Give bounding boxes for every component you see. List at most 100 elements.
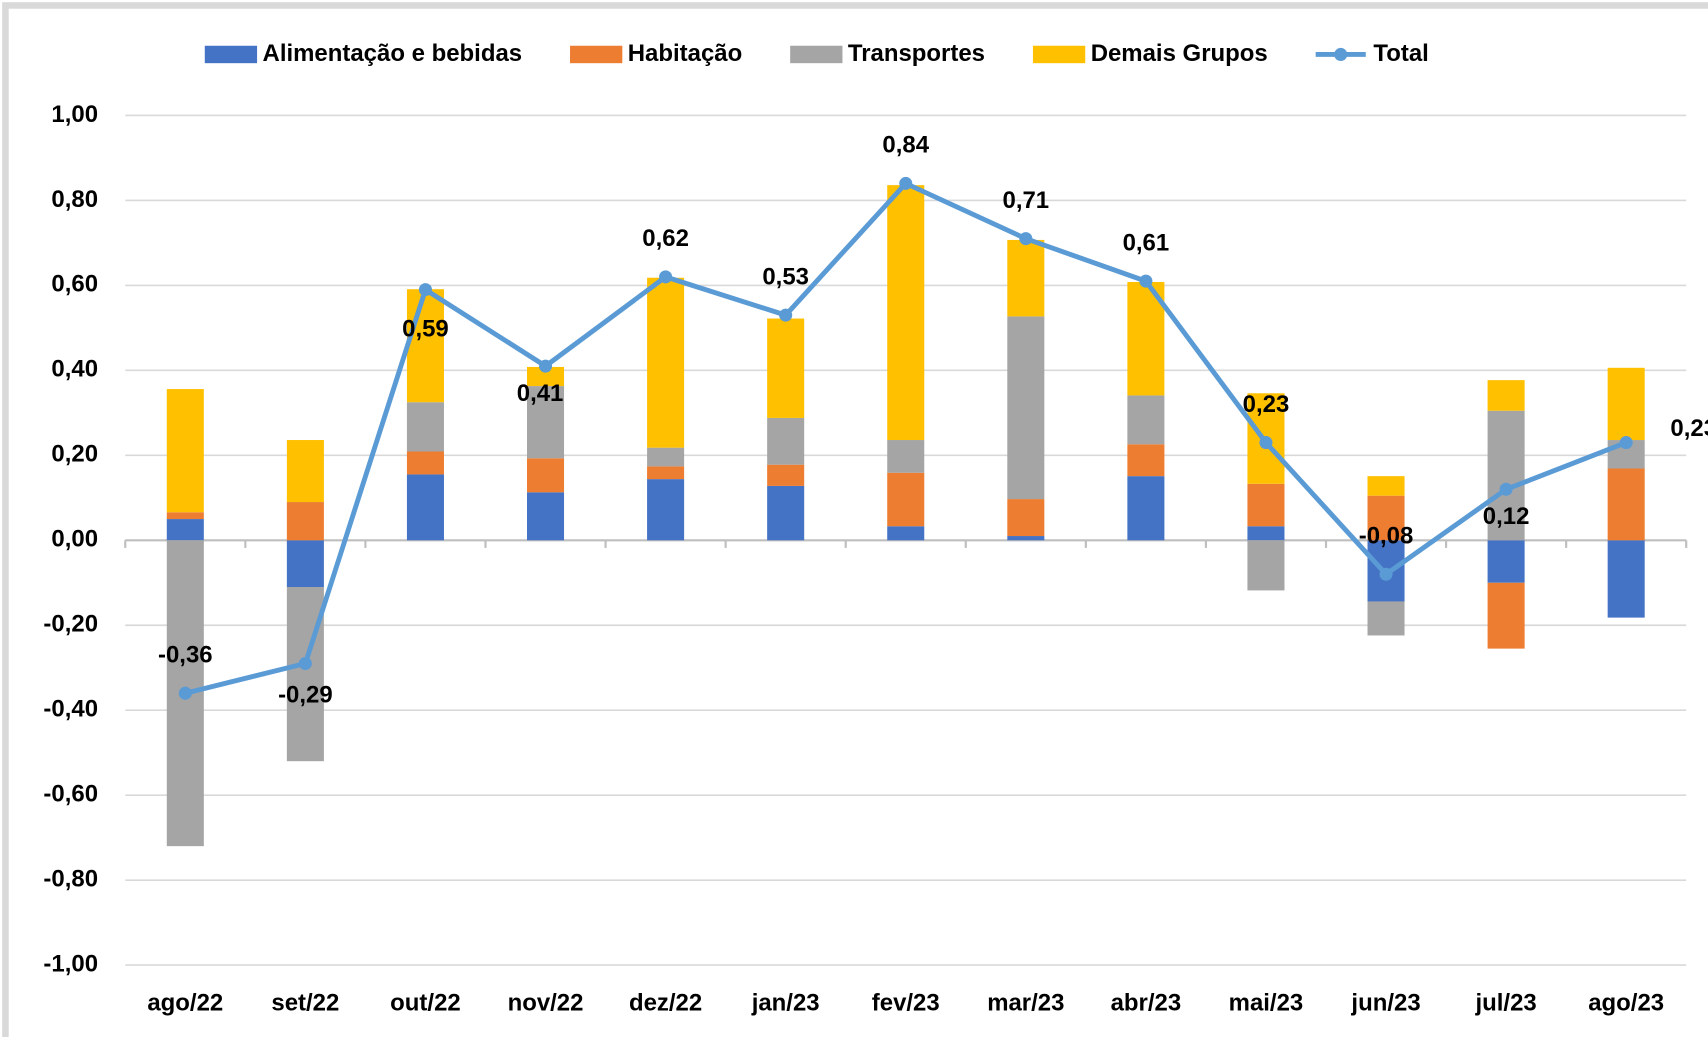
legend-label: Transportes xyxy=(848,40,985,67)
bar xyxy=(647,277,685,448)
data-label: 0,23 xyxy=(1670,415,1708,442)
total-point xyxy=(1019,232,1033,246)
legend-swatch xyxy=(1032,45,1086,64)
total-point xyxy=(538,359,553,373)
bar xyxy=(286,440,324,503)
data-label: 0,59 xyxy=(402,315,449,342)
bar xyxy=(1607,540,1645,618)
bar xyxy=(767,318,805,418)
bar xyxy=(1607,468,1645,541)
legend-label: Alimentação e bebidas xyxy=(263,40,523,67)
bar xyxy=(1487,582,1525,649)
y-tick-label: -0,60 xyxy=(43,781,98,808)
bar xyxy=(166,519,204,541)
bar xyxy=(1487,540,1525,583)
bar xyxy=(887,185,925,441)
bar xyxy=(1007,239,1045,317)
total-point xyxy=(899,176,913,190)
bar xyxy=(647,447,685,467)
bar xyxy=(1607,367,1645,441)
legend-swatch xyxy=(570,45,623,64)
y-tick-label: 0,20 xyxy=(51,441,98,468)
total-point xyxy=(298,656,312,671)
bar xyxy=(887,472,925,527)
bar xyxy=(887,526,925,541)
bar xyxy=(406,474,444,541)
bar xyxy=(286,502,324,541)
y-tick-label: 0,80 xyxy=(51,186,98,213)
bar xyxy=(166,389,204,513)
x-tick-label: jun/23 xyxy=(1350,990,1420,1017)
legend-swatch xyxy=(790,45,843,64)
total-point xyxy=(779,308,793,322)
bar xyxy=(767,485,805,541)
x-tick-label: jan/23 xyxy=(751,990,820,1017)
bar xyxy=(1127,476,1165,541)
legend-label: Total xyxy=(1373,40,1428,67)
bar xyxy=(767,417,805,465)
bar xyxy=(286,540,324,588)
bar xyxy=(406,402,444,452)
x-tick-label: mar/23 xyxy=(987,990,1064,1017)
legend-swatch xyxy=(204,45,258,64)
total-point xyxy=(1379,567,1393,581)
x-tick-label: out/22 xyxy=(390,990,461,1017)
legend-swatch xyxy=(1334,47,1348,61)
y-tick-label: 0,00 xyxy=(51,526,98,553)
bar xyxy=(1247,526,1285,541)
bar xyxy=(1127,444,1165,477)
data-label: 0,61 xyxy=(1123,229,1170,256)
total-point xyxy=(1619,436,1633,450)
bar xyxy=(527,366,565,387)
data-label: -0,29 xyxy=(278,681,333,708)
x-tick-label: nov/22 xyxy=(508,990,584,1017)
bar xyxy=(286,587,324,762)
total-point xyxy=(1139,274,1153,288)
data-label: 0,12 xyxy=(1483,503,1530,530)
data-label: 0,84 xyxy=(882,132,929,159)
bar xyxy=(1247,540,1285,591)
bar xyxy=(1367,476,1405,496)
y-tick-label: 1,00 xyxy=(51,101,98,128)
total-point xyxy=(659,270,673,284)
x-tick-label: mai/23 xyxy=(1229,990,1304,1017)
bar xyxy=(1007,536,1045,541)
bar xyxy=(1007,499,1045,537)
total-point xyxy=(1499,482,1513,496)
bar xyxy=(647,466,685,480)
x-tick-label: set/22 xyxy=(271,990,339,1017)
y-tick-label: -1,00 xyxy=(43,950,98,977)
y-tick-label: 0,40 xyxy=(51,356,98,383)
x-tick-label: dez/22 xyxy=(629,990,702,1017)
bar xyxy=(527,458,565,493)
bar xyxy=(527,492,565,541)
x-tick-label: abr/23 xyxy=(1111,990,1182,1017)
x-tick-label: ago/22 xyxy=(147,990,223,1017)
data-label: 0,53 xyxy=(762,263,809,290)
total-point xyxy=(178,686,192,700)
bar xyxy=(1127,395,1165,445)
y-tick-label: 0,60 xyxy=(51,271,98,298)
bar xyxy=(1487,410,1525,541)
data-label: -0,08 xyxy=(1359,523,1414,550)
data-label: 0,23 xyxy=(1243,391,1290,418)
total-point xyxy=(1259,436,1273,450)
total-point xyxy=(418,283,432,297)
bar xyxy=(767,464,805,486)
bar xyxy=(527,386,565,459)
x-tick-label: fev/23 xyxy=(872,990,940,1017)
x-tick-label: ago/23 xyxy=(1588,990,1664,1017)
bar xyxy=(1007,316,1045,500)
bar xyxy=(647,479,685,541)
bar xyxy=(1367,601,1405,636)
bar xyxy=(1487,380,1525,411)
bar xyxy=(1367,495,1405,541)
bar xyxy=(406,451,444,475)
y-tick-label: -0,80 xyxy=(43,865,98,892)
bar xyxy=(166,512,204,520)
data-label: -0,36 xyxy=(158,642,213,669)
data-label: 0,41 xyxy=(517,380,564,407)
